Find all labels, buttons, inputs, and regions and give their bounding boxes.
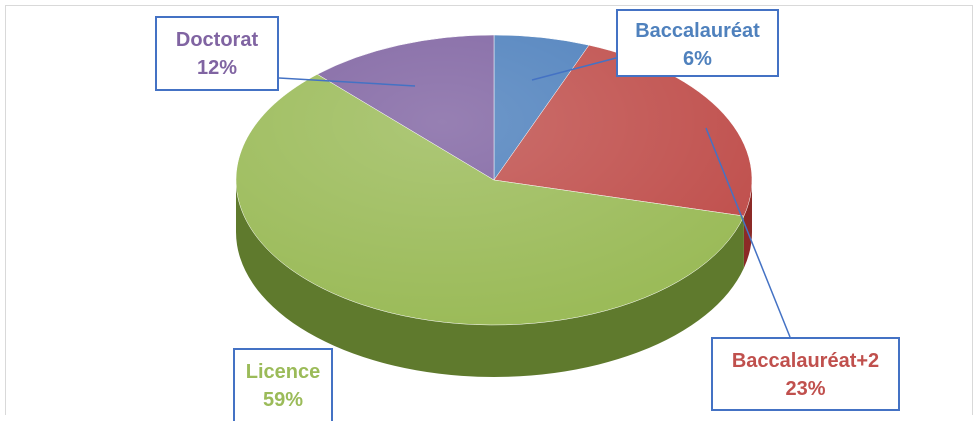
leader-lines [278,57,791,338]
data-label-doctorat: Doctorat 12% [155,16,279,91]
pie-top [235,34,753,326]
pie-highlight [236,35,752,325]
slice-side-baccalaureat-plus-2 [743,180,752,269]
data-label-baccalaureat: Baccalauréat 6% [616,9,779,77]
data-label-baccalaureat-plus-2: Baccalauréat+2 23% [711,337,900,411]
leader-line-doctorat [278,77,416,87]
slice-label: Baccalauréat [635,20,760,42]
slice-label: Licence [245,361,321,383]
leader-line-baccalaureat [531,57,617,81]
slice-value: 23% [785,378,826,400]
chart-frame [5,5,973,415]
pie-sides [236,180,752,378]
slice-value: 12% [196,57,238,79]
slice-label: Baccalauréat+2 [731,350,880,372]
slice-value: 6% [683,48,712,70]
slice-value: 59% [262,389,304,411]
data-label-licence: Licence 59% [233,348,333,421]
slice-side-licence [236,180,744,378]
leader-line-baccalaureat-plus-2 [705,127,791,338]
slice-label: Doctorat [175,29,259,51]
